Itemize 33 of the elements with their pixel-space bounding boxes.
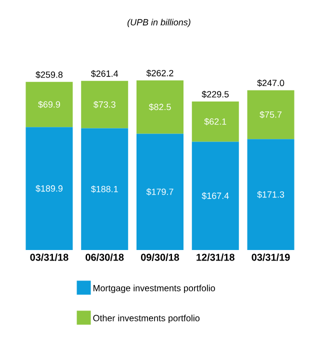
bar — [247, 90, 294, 140]
bar — [247, 139, 294, 250]
data-label: $69.9 — [38, 100, 60, 108]
x-tick-label: 06/30/18 — [86, 254, 124, 261]
total-label: $261.4 — [90, 70, 118, 78]
data-label: $75.7 — [260, 111, 282, 118]
data-label: $189.9 — [36, 184, 63, 192]
data-label: $179.7 — [146, 188, 174, 196]
total-label: $262.2 — [146, 70, 174, 77]
x-tick-label: 03/31/18 — [30, 254, 68, 261]
bar — [136, 80, 184, 134]
total-label: $259.8 — [36, 71, 63, 78]
data-label: $82.5 — [148, 103, 171, 111]
bar — [26, 82, 73, 128]
data-label: $73.3 — [93, 100, 116, 108]
data-label: $167.4 — [202, 192, 229, 200]
x-tick-label: 12/31/18 — [196, 254, 234, 261]
bar — [192, 102, 239, 142]
bar — [136, 134, 184, 250]
bar — [81, 128, 128, 250]
bar — [192, 142, 239, 250]
data-label: $62.1 — [204, 118, 226, 126]
x-tick-label: 09/30/18 — [141, 254, 180, 261]
total-label: $229.5 — [202, 90, 229, 98]
chart-title: (UPB in billions) — [128, 18, 190, 28]
legend-label: Other investments portfolio — [93, 314, 200, 324]
data-label: $171.3 — [257, 190, 284, 198]
x-tick-label: 03/31/19 — [252, 254, 290, 261]
bar — [26, 127, 73, 250]
bar — [81, 80, 128, 128]
data-label: $188.1 — [90, 186, 118, 193]
legend-label: Mortgage investments portfolio — [94, 284, 215, 294]
total-label: $247.0 — [257, 79, 284, 87]
